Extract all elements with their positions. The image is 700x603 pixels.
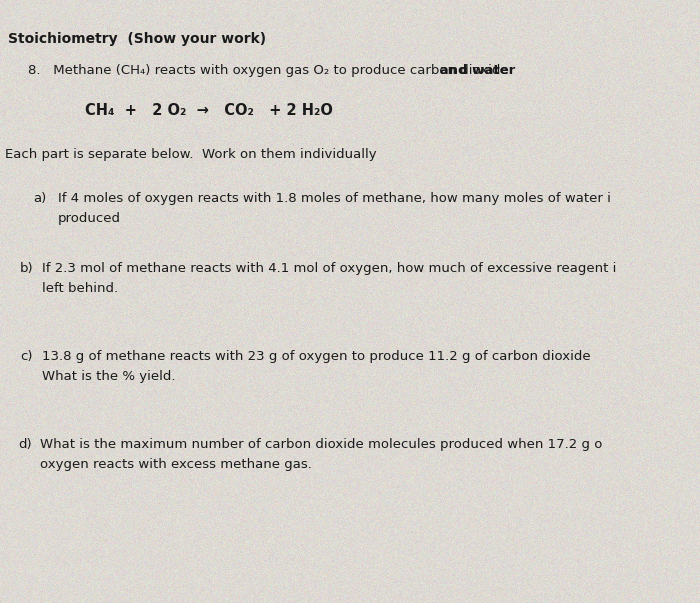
Text: a): a) xyxy=(33,192,46,205)
Text: If 2.3 mol of methane reacts with 4.1 mol of oxygen, how much of excessive reage: If 2.3 mol of methane reacts with 4.1 mo… xyxy=(42,262,617,275)
Text: left behind.: left behind. xyxy=(42,282,118,295)
Text: d): d) xyxy=(18,438,32,451)
Text: produced: produced xyxy=(58,212,121,225)
Text: Each part is separate below.  Work on them individually: Each part is separate below. Work on the… xyxy=(5,148,377,161)
Text: CH₄  +   2 O₂  →   CO₂   + 2 H₂O: CH₄ + 2 O₂ → CO₂ + 2 H₂O xyxy=(85,103,333,118)
Text: oxygen reacts with excess methane gas.: oxygen reacts with excess methane gas. xyxy=(40,458,312,471)
Text: 13.8 g of methane reacts with 23 g of oxygen to produce 11.2 g of carbon dioxide: 13.8 g of methane reacts with 23 g of ox… xyxy=(42,350,591,363)
Text: Stoichiometry  (Show your work): Stoichiometry (Show your work) xyxy=(8,32,266,46)
Text: What is the maximum number of carbon dioxide molecules produced when 17.2 g o: What is the maximum number of carbon dio… xyxy=(40,438,603,451)
Text: and water: and water xyxy=(28,64,515,77)
Text: If 4 moles of oxygen reacts with 1.8 moles of methane, how many moles of water i: If 4 moles of oxygen reacts with 1.8 mol… xyxy=(58,192,611,205)
Text: b): b) xyxy=(20,262,34,275)
Text: What is the % yield.: What is the % yield. xyxy=(42,370,176,383)
Text: c): c) xyxy=(20,350,32,363)
Text: 8.   Methane (CH₄) reacts with oxygen gas O₂ to produce carbon dioxide: 8. Methane (CH₄) reacts with oxygen gas … xyxy=(28,64,513,77)
